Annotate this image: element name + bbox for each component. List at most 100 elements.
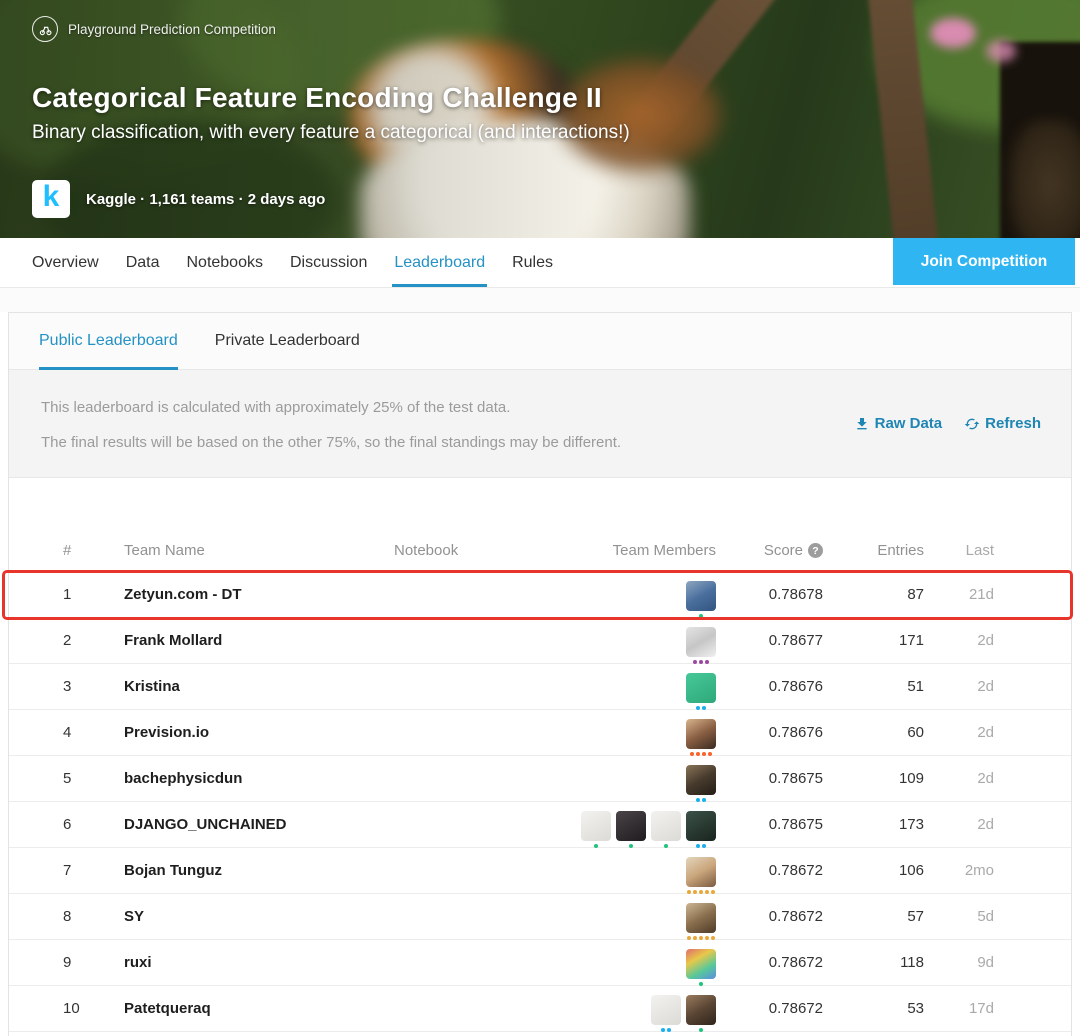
team-member xyxy=(686,994,716,1032)
score: 0.78672 xyxy=(768,908,823,925)
refresh-icon xyxy=(964,418,980,429)
member-avatar[interactable] xyxy=(686,948,716,979)
competition-hero: Playground Prediction Competition Catego… xyxy=(0,0,1080,238)
member-avatar[interactable] xyxy=(686,856,716,887)
last-submission: 2d xyxy=(977,678,994,695)
rank: 9 xyxy=(63,954,72,971)
member-avatar[interactable] xyxy=(581,810,611,841)
score: 0.78672 xyxy=(768,1000,823,1017)
nav-tab-discussion[interactable]: Discussion xyxy=(289,253,368,271)
rank: 7 xyxy=(63,862,72,879)
tab-public-leaderboard[interactable]: Public Leaderboard xyxy=(39,313,178,370)
header-entries: Entries xyxy=(877,542,924,559)
member-avatar[interactable] xyxy=(686,718,716,749)
score: 0.78672 xyxy=(768,862,823,879)
raw-data-button[interactable]: Raw Data xyxy=(854,415,943,432)
team-member xyxy=(686,948,716,986)
score-help-icon[interactable]: ? xyxy=(808,543,823,558)
playground-tricycle-icon xyxy=(32,16,58,42)
member-avatar[interactable] xyxy=(686,902,716,933)
entries: 171 xyxy=(898,632,924,649)
tier-dots-expert xyxy=(693,659,709,664)
team-name: SY xyxy=(124,908,145,925)
team-name: Patetqueraq xyxy=(124,1000,211,1017)
entries: 118 xyxy=(900,954,924,971)
nav-tab-notebooks[interactable]: Notebooks xyxy=(186,253,263,271)
last-submission: 9d xyxy=(977,954,994,971)
page-background-strip xyxy=(0,288,1080,312)
team-members xyxy=(554,802,729,848)
join-competition-button[interactable]: Join Competition xyxy=(893,238,1075,285)
team-member xyxy=(686,626,716,664)
member-avatar[interactable] xyxy=(651,994,681,1025)
tier-dots-grandmaster xyxy=(687,889,715,894)
tier-dots-grandmaster xyxy=(687,935,715,940)
team-members xyxy=(554,848,729,894)
team-members xyxy=(554,664,729,710)
team-member xyxy=(616,810,646,848)
member-avatar[interactable] xyxy=(686,764,716,795)
nav-tab-overview[interactable]: Overview xyxy=(32,253,99,271)
score: 0.78677 xyxy=(768,632,823,649)
rank: 8 xyxy=(63,908,72,925)
member-avatar[interactable] xyxy=(686,994,716,1025)
rank: 5 xyxy=(63,770,72,787)
kaggle-logo: k xyxy=(32,180,70,218)
refresh-button[interactable]: Refresh xyxy=(964,415,1041,432)
nav-tab-rules[interactable]: Rules xyxy=(512,253,553,271)
team-members xyxy=(554,894,729,940)
leaderboard-row: 5 bachephysicdun 0.78675 109 2d xyxy=(9,756,1071,802)
rank: 4 xyxy=(63,724,72,741)
member-avatar[interactable] xyxy=(616,810,646,841)
tab-private-leaderboard[interactable]: Private Leaderboard xyxy=(214,332,360,349)
leaderboard-row: 6 DJANGO_UNCHAINED 0.78675 173 2d xyxy=(9,802,1071,848)
rank: 6 xyxy=(63,816,72,833)
team-members xyxy=(554,710,729,756)
tier-dots-contributor xyxy=(661,1027,671,1032)
team-member xyxy=(651,810,681,848)
team-members xyxy=(554,756,729,802)
member-avatar[interactable] xyxy=(686,672,716,703)
leaderboard-table: # Team Name Notebook Team Members Score … xyxy=(2,478,1073,1032)
last-submission: 2d xyxy=(977,632,994,649)
entries: 53 xyxy=(907,1000,924,1017)
last-submission: 2d xyxy=(977,724,994,741)
category-label: Playground Prediction Competition xyxy=(68,21,276,37)
member-avatar[interactable] xyxy=(686,810,716,841)
member-avatar[interactable] xyxy=(686,626,716,657)
nav-tab-data[interactable]: Data xyxy=(125,253,160,271)
leaderboard-row: 4 Prevision.io 0.78676 60 2d xyxy=(9,710,1071,756)
score: 0.78675 xyxy=(768,770,823,787)
leaderboard-row: 9 ruxi 0.78672 118 9d xyxy=(9,940,1071,986)
team-member xyxy=(651,994,681,1032)
raw-data-label: Raw Data xyxy=(874,415,943,432)
competition-meta: Kaggle · 1,161 teams · 2 days ago xyxy=(86,190,326,208)
hero-image xyxy=(40,120,340,238)
header-team-name: Team Name xyxy=(124,542,205,559)
score: 0.78676 xyxy=(768,724,823,741)
header-score: Score ? xyxy=(729,542,841,559)
nav-tab-leaderboard[interactable]: Leaderboard xyxy=(392,238,487,287)
download-icon xyxy=(856,417,867,429)
team-name: DJANGO_UNCHAINED xyxy=(124,816,287,833)
leaderboard-row: 1 Zetyun.com - DT 0.78678 87 21d xyxy=(2,570,1073,620)
leaderboard-info-bar: This leaderboard is calculated with appr… xyxy=(9,370,1071,478)
rank: 10 xyxy=(63,1000,80,1017)
entries: 109 xyxy=(898,770,924,787)
leaderboard-row: 7 Bojan Tunguz 0.78672 106 2mo xyxy=(9,848,1071,894)
leaderboard-row: 2 Frank Mollard 0.78677 171 2d xyxy=(9,618,1071,664)
tier-dots-novice xyxy=(699,1027,703,1032)
tier-dots-contributor xyxy=(696,843,706,848)
team-name: Kristina xyxy=(124,678,180,695)
cat-photo xyxy=(560,60,720,170)
leaderboard-tabs: Public Leaderboard Private Leaderboard xyxy=(9,313,1071,370)
hero-image xyxy=(1010,120,1080,238)
rank: 2 xyxy=(63,632,72,649)
leaderboard-rows: 1 Zetyun.com - DT 0.78678 87 21d 2 Frank… xyxy=(2,570,1073,1032)
leaderboard-row: 3 Kristina 0.78676 51 2d xyxy=(9,664,1071,710)
last-submission: 5d xyxy=(977,908,994,925)
member-avatar[interactable] xyxy=(686,580,716,611)
member-avatar[interactable] xyxy=(651,810,681,841)
last-submission: 21d xyxy=(968,586,994,603)
